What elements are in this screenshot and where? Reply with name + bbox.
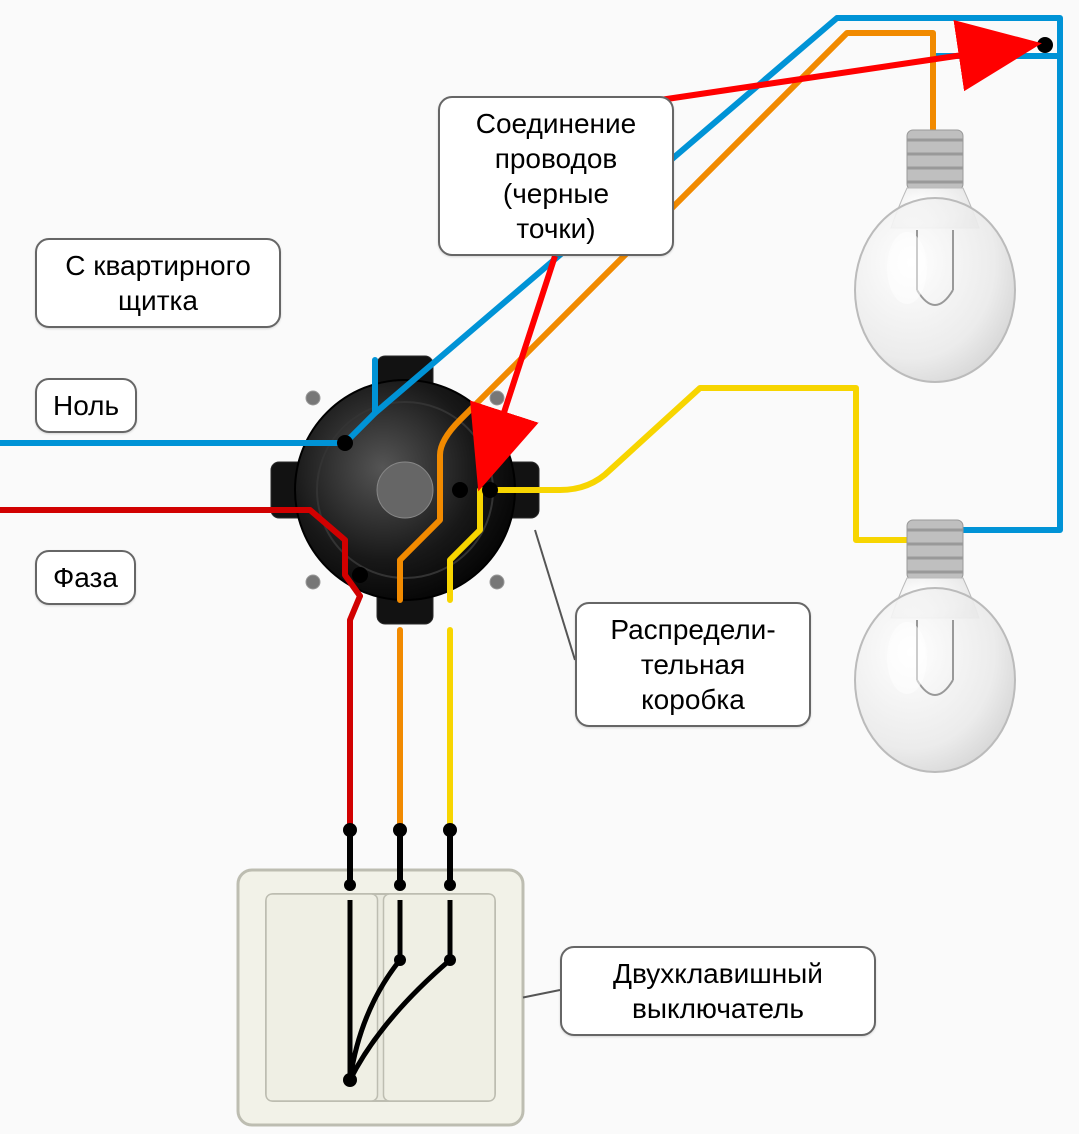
label-junction-box: Распредели-тельнаякоробка (575, 602, 811, 727)
label-text: Соединениепроводов(черныеточки) (476, 108, 636, 244)
label-switch: Двухклавишныйвыключатель (560, 946, 876, 1036)
switch (238, 870, 523, 1125)
label-text: Фаза (53, 562, 118, 593)
light-bulb (855, 130, 1015, 382)
label-from-panel: С квартирногощитка (35, 238, 281, 328)
label-phase: Фаза (35, 550, 136, 605)
label-neutral: Ноль (35, 378, 137, 433)
diagram-stage: Соединениепроводов(черныеточки) С кварти… (0, 0, 1079, 1134)
light-bulb (855, 520, 1015, 772)
label-text: С квартирногощитка (65, 250, 251, 316)
label-text: Распредели-тельнаякоробка (610, 614, 775, 715)
label-connection-points: Соединениепроводов(черныеточки) (438, 96, 674, 256)
label-text: Ноль (53, 390, 119, 421)
label-text: Двухклавишныйвыключатель (613, 958, 823, 1024)
